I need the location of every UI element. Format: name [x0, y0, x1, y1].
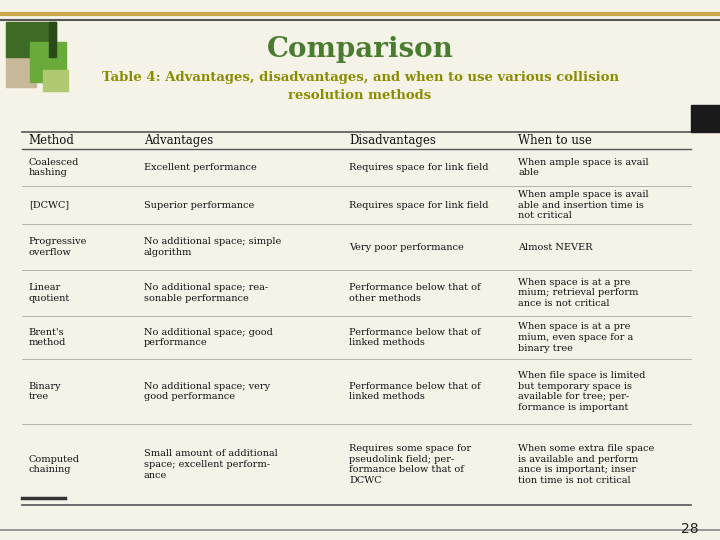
- Text: No additional space; rea-
sonable performance: No additional space; rea- sonable perfor…: [144, 283, 268, 303]
- Text: No additional space; good
performance: No additional space; good performance: [144, 328, 273, 347]
- Text: When to use: When to use: [518, 134, 593, 147]
- Text: When ample space is avail
able and insertion time is
not critical: When ample space is avail able and inser…: [518, 190, 649, 220]
- Text: Very poor performance: Very poor performance: [349, 242, 464, 252]
- Text: Performance below that of
linked methods: Performance below that of linked methods: [349, 328, 481, 347]
- Bar: [6, 22, 56, 57]
- Text: Superior performance: Superior performance: [144, 201, 254, 210]
- Text: Binary
tree: Binary tree: [29, 382, 61, 401]
- Text: Disadvantages: Disadvantages: [349, 134, 436, 147]
- Text: No additional space; simple
algorithm: No additional space; simple algorithm: [144, 237, 282, 257]
- Text: Coalesced
hashing: Coalesced hashing: [29, 158, 79, 177]
- Text: When some extra file space
is available and perform
ance is important; inser
tio: When some extra file space is available …: [518, 444, 654, 485]
- Text: Progressive
overflow: Progressive overflow: [29, 237, 87, 257]
- Text: Brent's
method: Brent's method: [29, 328, 66, 347]
- Bar: [43, 70, 68, 91]
- Text: When space is at a pre
mium, even space for a
binary tree: When space is at a pre mium, even space …: [518, 322, 634, 353]
- Bar: [30, 42, 66, 82]
- Text: Table 4: Advantages, disadvantages, and when to use various collision
resolution: Table 4: Advantages, disadvantages, and …: [102, 71, 618, 102]
- Text: Advantages: Advantages: [144, 134, 213, 147]
- Text: [DCWC]: [DCWC]: [29, 201, 69, 210]
- Text: Computed
chaining: Computed chaining: [29, 455, 80, 474]
- Text: Performance below that of
linked methods: Performance below that of linked methods: [349, 382, 481, 401]
- Text: Comparison: Comparison: [266, 36, 454, 63]
- Text: Method: Method: [29, 134, 75, 147]
- Text: Almost NEVER: Almost NEVER: [518, 242, 593, 252]
- Text: When file space is limited
but temporary space is
available for tree; per-
forma: When file space is limited but temporary…: [518, 371, 646, 412]
- Text: Performance below that of
other methods: Performance below that of other methods: [349, 283, 481, 303]
- Text: When ample space is avail
able: When ample space is avail able: [518, 158, 649, 177]
- Bar: [6, 55, 36, 87]
- Text: When space is at a pre
mium; retrieval perform
ance is not critical: When space is at a pre mium; retrieval p…: [518, 278, 639, 308]
- Text: Linear
quotient: Linear quotient: [29, 283, 70, 303]
- Bar: [691, 105, 720, 132]
- Bar: [49, 22, 56, 57]
- Text: Requires space for link field: Requires space for link field: [349, 163, 489, 172]
- Text: Requires space for link field: Requires space for link field: [349, 201, 489, 210]
- Text: 28: 28: [681, 522, 698, 536]
- Text: No additional space; very
good performance: No additional space; very good performan…: [144, 382, 270, 401]
- Text: Small amount of additional
space; excellent perform-
ance: Small amount of additional space; excell…: [144, 449, 278, 480]
- Text: Excellent performance: Excellent performance: [144, 163, 257, 172]
- Text: Requires some space for
pseudolink field; per-
formance below that of
DCWC: Requires some space for pseudolink field…: [349, 444, 472, 485]
